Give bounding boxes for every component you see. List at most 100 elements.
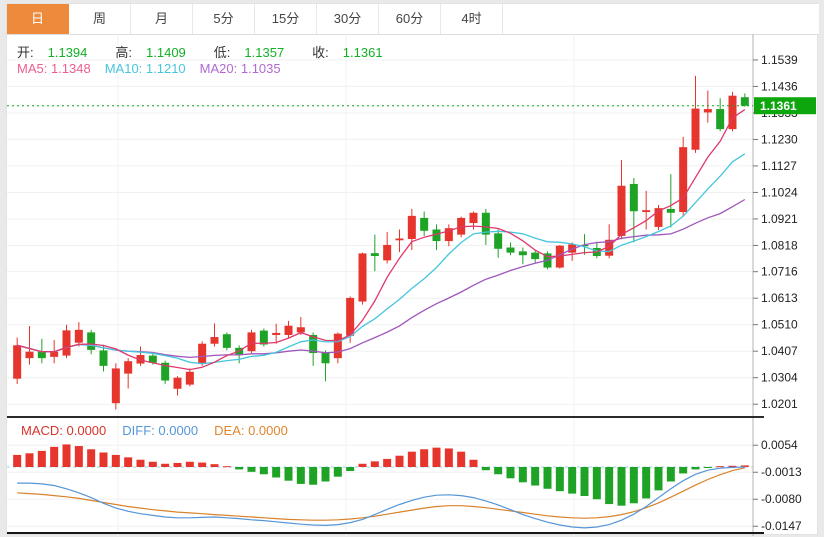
macd-legend-item: MACD: 0.0000 bbox=[21, 423, 107, 438]
candle-body bbox=[111, 368, 120, 404]
candle-body bbox=[321, 352, 330, 364]
macd-bar bbox=[62, 444, 71, 467]
candle-body bbox=[296, 327, 305, 333]
ma-readout: MA5: 1.1348 MA10: 1.1210 MA20: 1.1035 bbox=[17, 61, 295, 76]
tab-15min[interactable]: 15分 bbox=[255, 4, 317, 34]
macd-bar bbox=[481, 467, 490, 471]
candle-body bbox=[210, 337, 219, 344]
candle-body bbox=[728, 95, 737, 130]
candle-body bbox=[259, 330, 268, 345]
macd-bar bbox=[346, 467, 355, 472]
macd-bar bbox=[383, 458, 392, 467]
candle-body bbox=[679, 147, 688, 212]
timeframe-tab-bar: 日周月 5分 15分 30分 60分 4时 bbox=[7, 4, 819, 35]
macd-bar bbox=[50, 446, 59, 467]
candle-body bbox=[173, 377, 182, 389]
macd-bar bbox=[518, 467, 527, 483]
macd-tick-label: -0.0147 bbox=[761, 519, 802, 533]
macd-bar bbox=[74, 446, 83, 467]
macd-bar bbox=[333, 467, 342, 477]
candle-body bbox=[740, 97, 749, 106]
candle-body bbox=[358, 253, 367, 302]
macd-legend-item: DIFF: 0.0000 bbox=[122, 423, 199, 438]
macd-bar bbox=[161, 463, 170, 467]
macd-bar bbox=[740, 465, 749, 467]
macd-bar bbox=[148, 461, 157, 467]
tab-4hour[interactable]: 4时 bbox=[441, 4, 503, 34]
tab-week[interactable]: 周 bbox=[69, 4, 131, 34]
tab-day[interactable]: 日 bbox=[7, 4, 69, 34]
candle-body bbox=[605, 239, 614, 256]
candle-body bbox=[272, 332, 281, 335]
macd-bar bbox=[457, 451, 466, 467]
macd-bar bbox=[99, 452, 108, 467]
macd-bar bbox=[531, 467, 540, 486]
candle-body bbox=[309, 334, 318, 353]
macd-bar bbox=[247, 467, 256, 472]
macd-bar bbox=[173, 462, 182, 467]
candle-body bbox=[506, 247, 515, 253]
macd-bar bbox=[629, 467, 638, 504]
ma-legend-item: MA10: 1.1210 bbox=[104, 61, 186, 76]
candle-body bbox=[198, 343, 207, 364]
ma-legend-item: MA5: 1.1348 bbox=[17, 61, 91, 76]
macd-bar bbox=[13, 454, 22, 467]
bottom-axis-line bbox=[7, 532, 764, 534]
macd-bar bbox=[87, 449, 96, 467]
price-tick-label: 1.0818 bbox=[761, 238, 798, 252]
price-tick-label: 1.0716 bbox=[761, 265, 798, 279]
candle-body bbox=[716, 109, 725, 130]
current-price-value: 1.1361 bbox=[760, 99, 797, 113]
panel-separator bbox=[7, 416, 764, 418]
candle-body bbox=[469, 212, 478, 224]
macd-bar bbox=[642, 467, 651, 499]
ma20-line bbox=[17, 198, 746, 359]
candle-body bbox=[13, 345, 22, 379]
macd-bar bbox=[580, 467, 589, 497]
candle-body bbox=[444, 228, 453, 242]
ohlc-item: 收: 1.1361 bbox=[312, 45, 383, 60]
macd-bar bbox=[210, 464, 219, 467]
ma10-line bbox=[17, 153, 746, 365]
candle-body bbox=[62, 330, 71, 356]
tab-5min[interactable]: 5分 bbox=[193, 4, 255, 34]
price-tick-label: 1.1127 bbox=[761, 159, 797, 173]
macd-bar bbox=[679, 467, 688, 474]
candle-body bbox=[136, 355, 145, 364]
macd-bar bbox=[111, 454, 120, 467]
macd-bar bbox=[235, 467, 244, 470]
candle-body bbox=[25, 351, 34, 359]
candle-body bbox=[50, 351, 59, 357]
tab-60min[interactable]: 60分 bbox=[379, 4, 441, 34]
candle-body bbox=[284, 325, 293, 335]
price-tick-label: 1.1436 bbox=[761, 79, 798, 93]
candle-body bbox=[161, 362, 170, 381]
candle-body bbox=[481, 212, 490, 235]
candle-body bbox=[333, 333, 342, 359]
macd-bar bbox=[568, 467, 577, 494]
candle-body bbox=[494, 233, 503, 249]
macd-chart-svg: 0.0054 -0.0013 -0.0080 -0.0147 bbox=[7, 418, 802, 536]
macd-bar bbox=[494, 467, 503, 475]
price-tick-label: 1.0921 bbox=[761, 212, 798, 226]
macd-bar bbox=[309, 467, 318, 485]
candle-body bbox=[87, 332, 96, 350]
macd-bar bbox=[605, 467, 614, 505]
price-tick-label: 1.0201 bbox=[761, 397, 798, 411]
tab-30min[interactable]: 30分 bbox=[317, 4, 379, 34]
price-chart-svg: 1.15391.14361.13331.12301.11271.10241.09… bbox=[7, 34, 816, 418]
candle-body bbox=[654, 208, 663, 227]
macd-tick-label: -0.0013 bbox=[761, 465, 802, 479]
macd-bar bbox=[358, 463, 367, 467]
candles-group bbox=[13, 75, 749, 410]
price-tick-label: 1.1539 bbox=[761, 53, 798, 67]
macd-bar bbox=[25, 453, 34, 467]
tab-month[interactable]: 月 bbox=[131, 4, 193, 34]
price-tick-label: 1.0407 bbox=[761, 344, 798, 358]
candle-body bbox=[666, 208, 675, 213]
macd-bar bbox=[272, 467, 281, 478]
candle-body bbox=[432, 229, 441, 242]
macd-bar bbox=[543, 467, 552, 489]
macd-legend-item: DEA: 0.0000 bbox=[214, 423, 288, 438]
macd-histogram-group bbox=[13, 444, 749, 506]
